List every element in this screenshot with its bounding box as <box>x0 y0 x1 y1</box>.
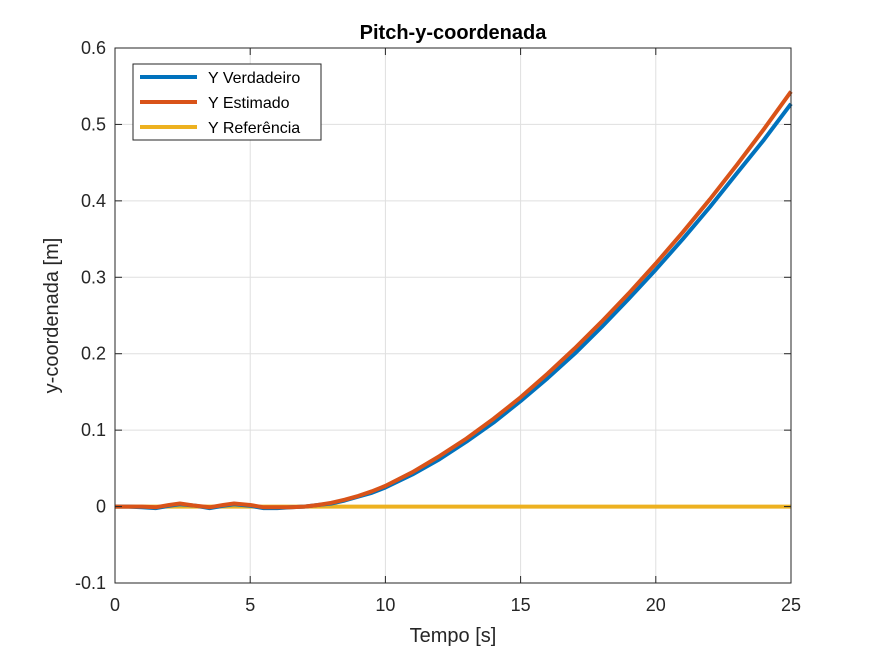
legend: Y Verdadeiro Y Estimado Y Referência <box>132 63 322 141</box>
x-tick-label: 25 <box>781 595 801 615</box>
plot-lines <box>115 90 793 511</box>
x-tick-label: 20 <box>646 595 666 615</box>
chart-title: Pitch-y-coordenada <box>360 22 548 44</box>
legend-label: Y Referência <box>208 120 300 137</box>
y-tick-label: 0 <box>96 497 106 517</box>
x-tick-label: 15 <box>511 595 531 615</box>
axis-ticks <box>114 47 792 584</box>
series-line <box>115 90 793 510</box>
tick-labels: 0 5 10 15 20 25-0.100.10.20.30.40.50.6 <box>75 38 801 615</box>
y-tick-label: 0.5 <box>81 114 106 134</box>
x-axis-title: Tempo [s] <box>410 625 497 647</box>
legend-label: Y Estimado <box>208 95 290 112</box>
y-axis-title: y-coordenada [m] <box>41 238 63 394</box>
x-tick-label: 10 <box>375 595 395 615</box>
y-tick-label: 0.6 <box>81 38 106 58</box>
axes-box <box>114 47 792 584</box>
y-tick-label: 0.3 <box>81 267 106 287</box>
y-tick-label: -0.1 <box>75 573 106 593</box>
legend-entries: Y Verdadeiro Y Estimado Y Referência <box>140 70 300 137</box>
x-tick-label: 5 <box>245 595 255 615</box>
y-tick-label: 0.1 <box>81 420 106 440</box>
y-tick-label: 0.4 <box>81 191 106 211</box>
legend-label: Y Verdadeiro <box>208 70 300 87</box>
x-tick-label: 0 <box>110 595 120 615</box>
y-tick-label: 0.2 <box>81 344 106 364</box>
